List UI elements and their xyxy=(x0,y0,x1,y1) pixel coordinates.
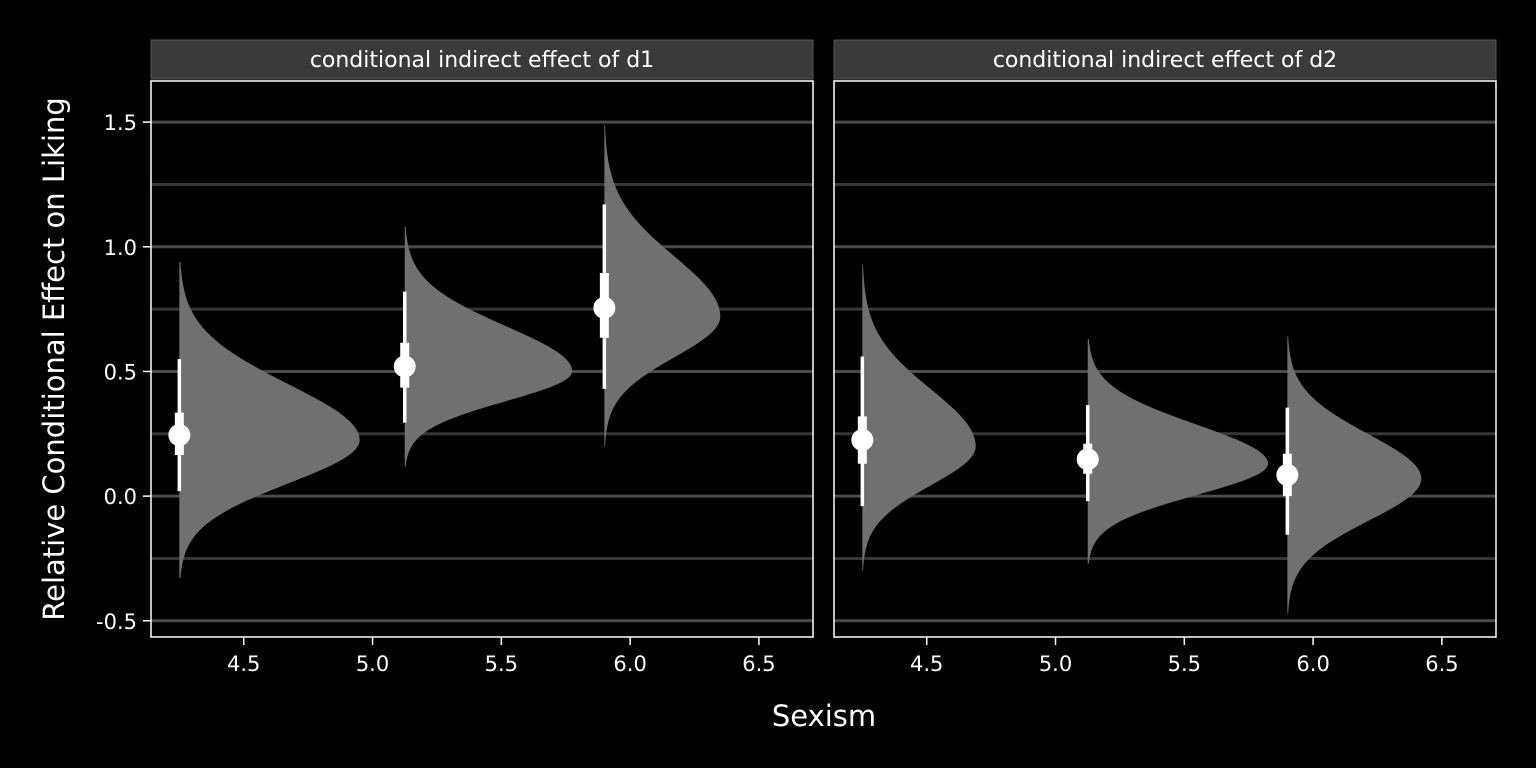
y-tick-label: 0.5 xyxy=(104,360,137,384)
median-point xyxy=(593,296,616,319)
y-axis-title: Relative Conditional Effect on Liking xyxy=(37,97,71,620)
x-tick-label: 5.5 xyxy=(485,652,518,676)
density-shape xyxy=(1087,339,1269,564)
x-axis-d1: 4.5 5.0 5.5 6.0 6.5 xyxy=(227,637,776,676)
median-point xyxy=(851,429,874,452)
x-tick-label: 5.0 xyxy=(356,652,389,676)
x-tick-label: 6.0 xyxy=(1296,652,1329,676)
density-shape xyxy=(862,264,976,571)
x-tick-label: 5.0 xyxy=(1039,652,1072,676)
median-point xyxy=(393,355,416,378)
x-tick-label: 6.5 xyxy=(742,652,775,676)
density-shape xyxy=(604,124,721,447)
y-tick-label: 1.5 xyxy=(104,111,137,135)
median-point xyxy=(1076,448,1099,471)
strip-background-d2 xyxy=(833,39,1497,80)
y-tick-label: 0.0 xyxy=(104,485,137,509)
x-tick-label: 4.5 xyxy=(910,652,943,676)
x-axis-d2: 4.5 5.0 5.5 6.0 6.5 xyxy=(910,637,1459,676)
panel-border-d1 xyxy=(150,80,814,638)
density-shape xyxy=(1287,336,1422,614)
strip-label-d1: conditional indirect effect of d1 xyxy=(310,48,654,73)
distributions-d2 xyxy=(851,264,1422,614)
strip-background-d1 xyxy=(150,39,814,80)
y-axis: -0.5 0.0 0.5 1.0 1.5 xyxy=(96,111,151,634)
x-tick-label: 6.0 xyxy=(613,652,646,676)
panel-border-d2 xyxy=(833,80,1497,638)
strip-label-d2: conditional indirect effect of d2 xyxy=(993,48,1337,73)
x-tick-label: 4.5 xyxy=(227,652,260,676)
median-point xyxy=(168,424,191,447)
panel-d2: conditional indirect effect of d2 4.5 5.0… xyxy=(833,39,1497,676)
median-point xyxy=(1276,463,1299,486)
density-shape xyxy=(404,226,573,467)
panel-d1: conditional indirect effect of d1 4.5 5.0… xyxy=(150,39,814,676)
distributions-d1 xyxy=(168,124,721,579)
x-axis-title: Sexism xyxy=(772,699,876,733)
density-shape xyxy=(179,261,360,579)
x-tick-label: 6.5 xyxy=(1425,652,1458,676)
x-tick-label: 5.5 xyxy=(1168,652,1201,676)
y-tick-label: -0.5 xyxy=(96,610,137,634)
y-tick-label: 1.0 xyxy=(104,236,137,260)
